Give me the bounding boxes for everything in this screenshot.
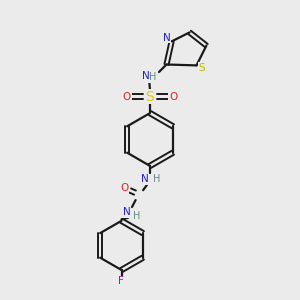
Text: O: O	[121, 183, 129, 193]
Text: H: H	[134, 211, 141, 221]
Text: S: S	[146, 90, 154, 104]
Text: H: H	[149, 72, 156, 82]
Text: F: F	[118, 276, 124, 286]
Text: O: O	[169, 92, 177, 102]
Text: N: N	[142, 71, 150, 81]
Text: H: H	[153, 174, 160, 184]
Text: N: N	[141, 174, 148, 184]
Text: N: N	[123, 207, 130, 218]
Text: O: O	[123, 92, 131, 102]
Text: S: S	[199, 63, 205, 73]
Text: N: N	[163, 33, 171, 43]
